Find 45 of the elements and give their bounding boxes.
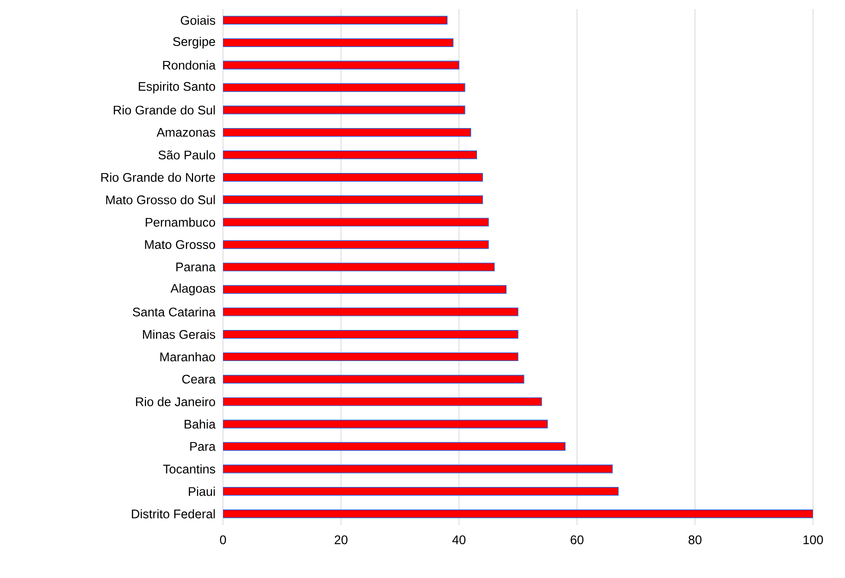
y-tick-label: Sergipe [173,36,216,48]
x-tick-label: 100 [804,535,823,544]
bar [223,308,518,316]
x-tick-label: 0 [220,535,226,544]
y-tick-label: Ceara [182,374,216,384]
y-tick-label: Parana [176,262,216,272]
x-tick-label: 20 [334,535,348,544]
y-tick-label: São Paulo [158,150,216,160]
y-tick-label: Bahia [184,419,216,429]
bar [223,60,460,70]
y-tick-label: Mato Grosso [145,240,216,249]
bar [223,464,613,474]
y-tick-label: Pernambuco [146,218,216,227]
y-tick-label: Rondonia [163,60,216,70]
bar [223,330,518,339]
bar [223,509,814,518]
y-tick-label: Maranhao [160,352,216,362]
y-tick-label: Goiais [180,16,216,25]
x-tick-label: 60 [570,535,584,544]
bar [223,487,619,496]
x-tick-label: 40 [452,535,466,544]
y-tick-label: Distrito Federal [132,509,215,518]
bar [223,218,489,226]
y-tick-label: Amazonas [156,128,216,137]
bar [223,397,542,406]
y-tick-label: Para [190,442,216,451]
bar [223,150,478,160]
y-tick-label: Rio de Janeiro [136,397,216,406]
y-tick-label: Espirito Santo [138,82,216,94]
bar [223,128,472,137]
y-tick-label: Rio Grande do Norte [101,172,216,182]
y-tick-label: Mato Grosso do Sul [106,195,215,204]
y-tick-label: Alagoas [170,284,216,296]
y-tick-label: Minas Gerais [143,330,216,339]
bar [223,16,448,25]
y-tick-label: Santa Catarina [132,307,216,316]
bar [223,38,454,47]
x-tick-label: 80 [688,535,702,544]
y-tick-label: Piaui [188,486,215,496]
bar [223,374,524,384]
bar [223,172,483,182]
y-tick-label: Tocantins [163,464,216,474]
y-tick-label: Rio Grande do Sul [114,105,215,115]
bar [223,195,483,204]
bar [223,352,518,362]
